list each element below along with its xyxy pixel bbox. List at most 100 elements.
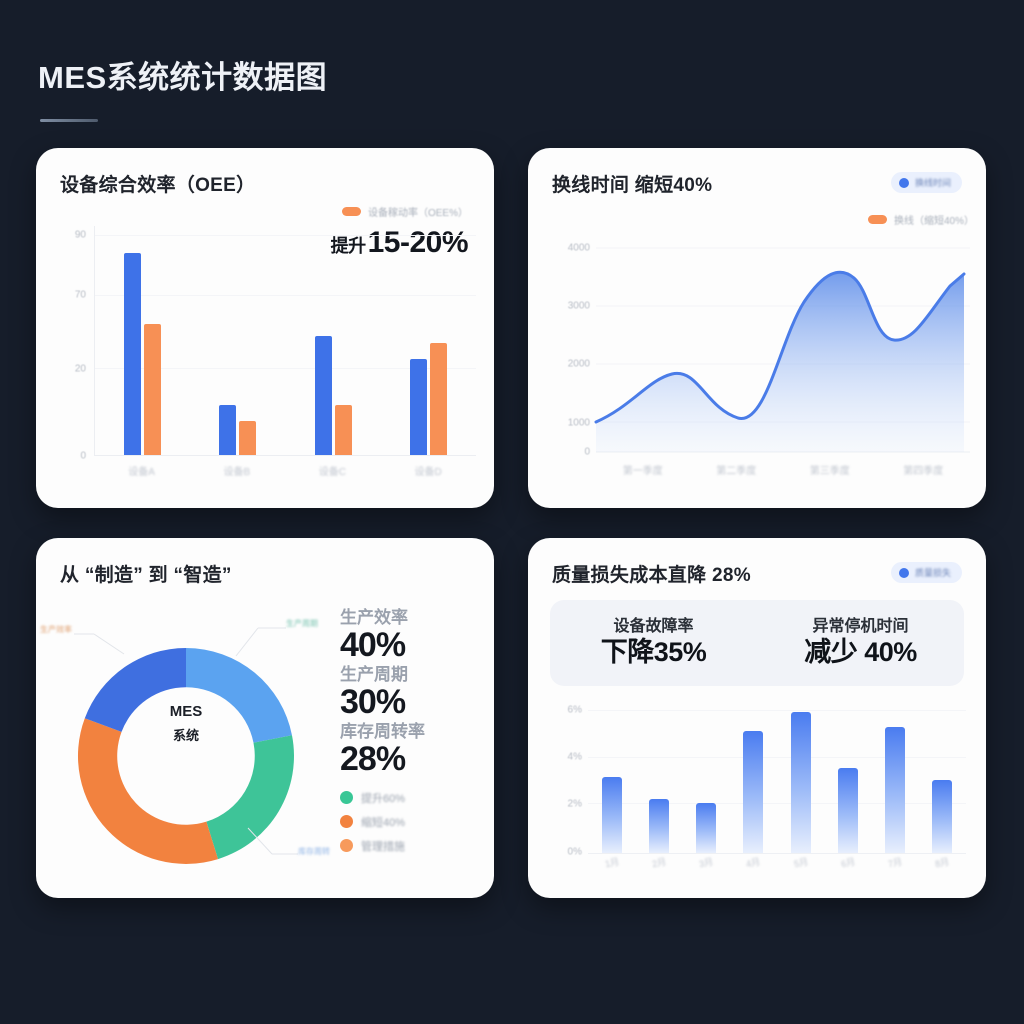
legend-dot-icon <box>340 815 353 829</box>
gridline <box>95 294 476 296</box>
oee-ytick: 0 <box>80 450 86 462</box>
card-transform-header: 从 “制造” 到 “智造” <box>60 560 470 587</box>
quality-plot-area <box>588 698 966 854</box>
kpi-downtime: 异常停机时间 减少 40% <box>757 617 964 669</box>
changeover-xlabel: 第四季度 <box>903 465 944 477</box>
bar-series-after[interactable] <box>334 404 352 455</box>
kpi-value: 下降35% <box>600 637 707 668</box>
gridline <box>588 803 966 805</box>
bar-group[interactable] <box>314 226 352 455</box>
bar[interactable] <box>932 780 953 853</box>
bar-group[interactable] <box>409 226 447 455</box>
kpi-value: 减少 40% <box>804 637 917 668</box>
quality-xlabel: 4月 <box>745 856 762 870</box>
bar-series-before[interactable] <box>409 358 427 455</box>
changeover-xlabel: 第二季度 <box>716 465 757 477</box>
changeover-area-chart <box>594 247 970 453</box>
legend-label: 缩短40% <box>361 816 406 829</box>
gridline <box>95 235 476 237</box>
cards-grid: 设备综合效率（OEE） 设备稼动率（OEE%） 提升 15-20% 90 70 … <box>36 148 988 898</box>
metric-value: 28% <box>340 740 406 779</box>
bar[interactable] <box>743 730 764 853</box>
oee-ytick: 90 <box>74 229 86 241</box>
oee-plot: 90 70 20 0 <box>60 226 476 482</box>
bar-group[interactable] <box>219 226 257 455</box>
oee-xlabel: 设备A <box>128 466 155 478</box>
bar[interactable] <box>837 767 858 853</box>
donut-slice-inventory[interactable] <box>206 735 294 860</box>
donut-callout-cycle: 生产周期 <box>286 619 318 628</box>
gridline <box>95 367 476 369</box>
callout-line <box>247 827 273 855</box>
oee-xlabel: 设备B <box>223 466 251 478</box>
quality-ytick: 0% <box>567 846 582 858</box>
quality-ytick: 6% <box>567 704 582 716</box>
changeover-badge[interactable]: 换线时间 <box>890 172 962 193</box>
legend-item[interactable]: 管理措施 <box>340 838 478 854</box>
bar-series-after[interactable] <box>429 342 447 455</box>
oee-y-axis: 90 70 20 0 <box>60 226 90 462</box>
badge-dot-icon <box>898 177 909 188</box>
card-oee-header: 设备综合效率（OEE） <box>60 170 470 197</box>
card-transform: 从 “制造” 到 “智造” <box>36 538 494 898</box>
changeover-legend-label: 换线（缩短40%） <box>893 216 974 227</box>
bar-group[interactable] <box>124 226 162 455</box>
oee-ytick: 70 <box>74 289 86 301</box>
callout-line <box>235 627 259 657</box>
badge-dot-icon <box>898 567 909 578</box>
bar[interactable] <box>696 803 717 853</box>
oee-highlight-prefix: 提升 <box>330 236 367 256</box>
quality-y-axis: 6% 4% 2% 0% <box>552 698 584 858</box>
metric-inventory-turnover: 库存周转率 28% <box>340 722 478 777</box>
oee-xlabel: 设备C <box>318 466 346 478</box>
area-fill <box>596 272 964 452</box>
bar-series-before[interactable] <box>314 335 332 455</box>
oee-highlight: 提升 15-20% <box>330 226 469 260</box>
metric-production-cycle: 生产周期 30% <box>340 665 478 720</box>
card-changeover-header: 换线时间 缩短40% 换线时间 <box>552 170 962 197</box>
quality-xlabel: 7月 <box>887 856 904 870</box>
legend-item[interactable]: 提升60% <box>340 790 478 806</box>
changeover-ytick: 0 <box>584 446 590 458</box>
donut-chart: MES 系统 <box>74 627 298 864</box>
transform-body: MES 系统 生产效率 生产周期 库存周转 生产效率 40% 生产周期 30% <box>36 606 494 888</box>
oee-ytick: 20 <box>74 363 86 375</box>
changeover-ytick: 2000 <box>567 358 590 370</box>
quality-xlabel: 3月 <box>698 856 715 870</box>
changeover-x-labels: 第一季度 第二季度 第三季度 第四季度 <box>596 458 970 480</box>
legend-swatch-icon <box>867 215 887 224</box>
changeover-ytick: 1000 <box>567 417 590 429</box>
legend-dot-icon <box>340 839 353 853</box>
donut-slice-measures[interactable] <box>77 718 218 864</box>
changeover-badge-label: 换线时间 <box>914 178 951 188</box>
quality-badge[interactable]: 质量损失 <box>890 562 962 583</box>
bar-series-after[interactable] <box>239 420 257 455</box>
bar[interactable] <box>648 798 669 853</box>
metric-label: 生产效率 <box>340 608 408 627</box>
legend-item[interactable]: 缩短40% <box>340 814 478 830</box>
donut-slice-cycle[interactable] <box>186 648 292 743</box>
bar-series-before[interactable] <box>124 253 142 455</box>
changeover-plot: 4000 3000 2000 1000 0 第一季度 第二季度 第三季度 第四季… <box>552 230 970 484</box>
card-quality: 质量损失成本直降 28% 质量损失 设备故障率 下降35% 异常停机时间 减少 … <box>528 538 986 898</box>
changeover-xlabel: 第三季度 <box>809 465 850 477</box>
bar[interactable] <box>885 727 906 853</box>
changeover-legend: 换线（缩短40%） <box>867 212 974 227</box>
page-title: MES系统统计数据图 <box>38 60 328 95</box>
quality-ytick: 2% <box>567 798 582 810</box>
donut-center-line1: MES <box>170 703 203 720</box>
bar-series-after[interactable] <box>144 324 162 455</box>
kpi-label: 异常停机时间 <box>812 618 909 636</box>
bar[interactable] <box>790 711 811 853</box>
gridline <box>588 756 966 758</box>
donut-slice-efficiency[interactable] <box>84 648 186 732</box>
legend-dot-icon <box>340 791 353 805</box>
legend-label: 管理措施 <box>361 840 405 853</box>
donut-legend: 提升60% 缩短40% 管理措施 <box>340 790 478 854</box>
bar[interactable] <box>601 777 622 853</box>
bar-series-before[interactable] <box>219 404 237 455</box>
quality-xlabel: 8月 <box>934 856 951 870</box>
metric-value: 40% <box>340 625 406 664</box>
title-divider <box>40 119 98 122</box>
